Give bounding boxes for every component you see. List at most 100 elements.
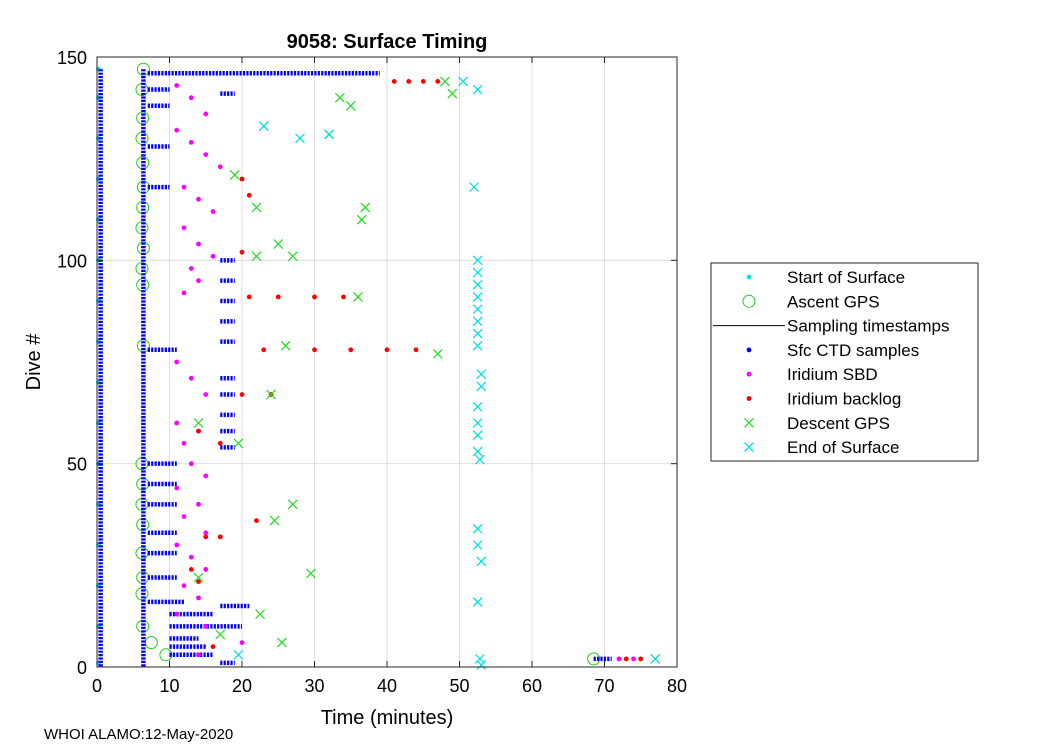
end-of-surface-point xyxy=(469,182,479,193)
descent-gps-point xyxy=(251,251,262,262)
series-sfc-ctd-samples xyxy=(98,69,612,667)
series-iridium-sbd xyxy=(174,83,636,662)
x-marker-stroke xyxy=(476,556,487,567)
descent-gps-point xyxy=(432,348,443,359)
iridium-sbd-point xyxy=(196,196,201,202)
x-marker-stroke xyxy=(472,540,483,550)
end-of-surface-point xyxy=(472,279,483,290)
x-marker-stroke xyxy=(474,653,485,664)
iridium-sbd-point xyxy=(203,152,209,158)
x-marker-stroke xyxy=(280,340,291,351)
iridium-sbd-point xyxy=(203,623,209,629)
x-tick-label: 50 xyxy=(449,676,469,696)
legend-item-ascent-gps: Ascent GPS xyxy=(742,292,880,311)
legend-label: Ascent GPS xyxy=(787,292,880,311)
x-marker-stroke xyxy=(650,653,661,664)
iridium-sbd-point xyxy=(616,656,622,662)
x-marker-stroke xyxy=(472,316,483,327)
end-of-surface-point xyxy=(472,267,483,278)
descent-gps-point xyxy=(269,515,280,526)
end-of-surface-point xyxy=(472,401,483,412)
descent-gps-point xyxy=(255,609,266,620)
x-marker-stroke xyxy=(440,76,450,87)
descent-gps-point xyxy=(280,340,291,351)
iridium-backlog-point xyxy=(406,79,412,84)
end-of-surface-point xyxy=(474,454,485,465)
iridium-backlog-point xyxy=(420,79,426,84)
iridium-sbd-point xyxy=(181,514,187,519)
ascent-gps-point xyxy=(136,62,150,76)
y-tick-label: 150 xyxy=(57,48,87,68)
iridium-backlog-point xyxy=(196,579,201,584)
descent-gps-point xyxy=(334,92,345,103)
end-of-surface-point xyxy=(476,556,487,567)
x-marker-stroke xyxy=(744,417,754,428)
legend-label: End of Surface xyxy=(787,438,899,457)
iridium-sbd-point xyxy=(181,184,187,190)
descent-gps-point xyxy=(360,202,371,213)
iridium-sbd-point xyxy=(174,420,180,426)
iridium-sbd-point xyxy=(181,440,187,446)
iridium-sbd-point xyxy=(174,83,180,88)
descent-gps-point xyxy=(440,76,450,87)
end-of-surface-point xyxy=(474,653,485,664)
x-marker-stroke xyxy=(345,100,356,111)
x-marker-stroke xyxy=(233,649,244,660)
iridium-sbd-point xyxy=(210,253,216,259)
x-marker-stroke xyxy=(472,84,483,95)
descent-gps-point xyxy=(193,572,204,583)
x-marker-stroke xyxy=(472,292,483,302)
iridium-backlog-point xyxy=(435,79,441,84)
ascent-gps-point xyxy=(587,652,601,666)
iridium-backlog-point xyxy=(341,294,346,300)
x-marker-stroke xyxy=(251,251,262,262)
descent-gps-point xyxy=(266,389,276,400)
x-marker-stroke xyxy=(276,637,287,648)
legend-item-iridium-sbd: Iridium SBD xyxy=(746,365,878,384)
iridium-backlog-point xyxy=(312,294,317,300)
iridium-sbd-point xyxy=(188,266,194,271)
iridium-sbd-point xyxy=(203,392,209,397)
iridium-backlog-point xyxy=(312,347,317,353)
x-tick-label: 30 xyxy=(304,676,324,696)
legend-marker xyxy=(744,442,754,453)
iridium-sbd-point xyxy=(174,611,180,617)
x-marker-stroke xyxy=(476,369,487,380)
x-tick-label: 80 xyxy=(667,676,687,696)
iridium-sbd-point xyxy=(181,583,187,589)
iridium-sbd-point xyxy=(203,530,209,536)
iridium-backlog-point xyxy=(196,428,201,434)
end-of-surface-point xyxy=(472,304,483,315)
iridium-backlog-point xyxy=(275,294,281,300)
x-marker-stroke xyxy=(472,328,483,339)
ascent-gps-point xyxy=(159,648,173,662)
legend-item-descent-gps: Descent GPS xyxy=(744,414,890,433)
x-marker-stroke xyxy=(472,430,483,441)
x-marker-stroke xyxy=(229,170,240,180)
chart-title: 9058: Surface Timing xyxy=(287,31,488,53)
end-of-surface-point xyxy=(472,446,483,457)
x-marker-stroke xyxy=(353,292,363,302)
iridium-sbd-point xyxy=(210,209,216,214)
x-marker-stroke xyxy=(472,418,483,428)
descent-gps-point xyxy=(287,251,298,262)
x-marker-stroke xyxy=(269,515,280,526)
iridium-backlog-point xyxy=(188,567,194,572)
series-iridium-backlog xyxy=(188,79,644,662)
x-marker-stroke xyxy=(472,279,483,290)
legend-marker xyxy=(742,294,756,308)
x-marker-stroke xyxy=(215,629,226,640)
descent-gps-point xyxy=(233,438,244,449)
x-marker-stroke xyxy=(472,340,483,351)
legend-marker xyxy=(746,274,752,280)
end-of-surface-point xyxy=(476,369,487,380)
iridium-backlog-point xyxy=(348,347,354,353)
iridium-sbd-point xyxy=(196,652,201,658)
iridium-backlog-point xyxy=(203,534,209,540)
iridium-backlog-point xyxy=(239,392,245,397)
iridium-backlog-point xyxy=(217,534,223,540)
legend-box xyxy=(710,262,979,462)
end-of-surface-point xyxy=(258,121,269,132)
x-marker-stroke xyxy=(472,523,483,534)
descent-gps-point xyxy=(215,629,226,640)
